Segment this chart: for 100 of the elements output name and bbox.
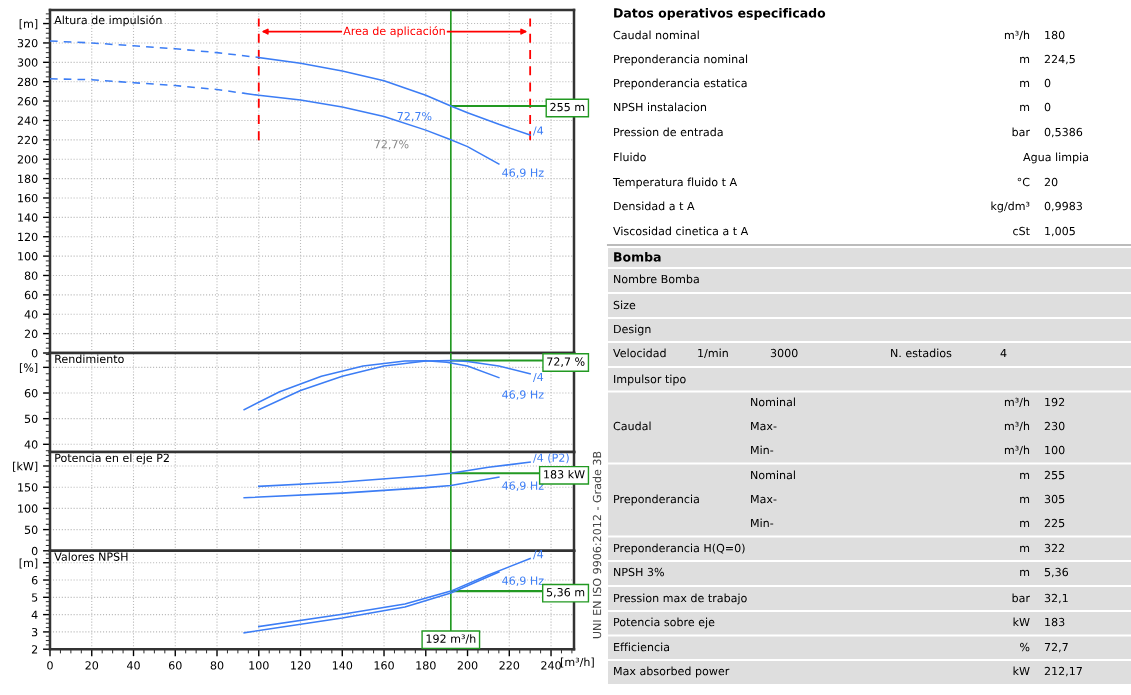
text: m — [1020, 56, 1030, 64]
text: Preponderancia H(Q=0) — [614, 543, 745, 555]
text: Impulsor tipo — [614, 374, 686, 386]
text: m³/h — [1004, 421, 1030, 432]
text: m — [1020, 104, 1030, 112]
y-tick-label: 120 — [18, 232, 38, 242]
text: 183 — [1045, 617, 1065, 627]
text: 32,1 — [1044, 593, 1068, 604]
text: 3000 — [770, 348, 798, 358]
y-tick-label: 100 — [18, 504, 38, 513]
x-tick-label: 60 — [168, 661, 182, 670]
text: m³/h — [1004, 30, 1030, 41]
text: 230 — [1044, 421, 1065, 431]
text: kW — [1013, 666, 1030, 676]
x-tick-label: 160 — [374, 661, 394, 670]
text: 0,9983 — [1044, 201, 1082, 212]
y-tick-label: [kW] — [13, 461, 38, 472]
y-tick-label: 150 — [18, 483, 38, 492]
x-tick-label: 240 — [541, 661, 561, 670]
text: 1/min — [698, 348, 728, 359]
annotation: 72,7% — [374, 140, 409, 150]
ref-line-label: 255 m — [550, 102, 585, 112]
text: Preponderancia estatica — [614, 78, 747, 90]
text: Preponderancia — [614, 494, 699, 506]
text: Viscosidad cinetica a t A — [613, 226, 749, 236]
text: UNI EN ISO 9906:2012 - Grade 3B — [592, 451, 602, 639]
text: 0 — [1044, 102, 1051, 112]
x-tick-label: 140 — [332, 661, 353, 670]
text: 1,005 — [1045, 226, 1075, 237]
text: N. estadios — [891, 348, 952, 358]
text: Pression de entrada — [614, 127, 723, 137]
text: 5,36 — [1044, 567, 1069, 578]
x-tick-label: 100 — [249, 661, 269, 670]
text: 4 — [1000, 348, 1007, 358]
text: m — [1020, 472, 1030, 480]
text: Temperatura fluido t A — [612, 177, 738, 189]
y-tick-label: 50 — [24, 414, 38, 424]
text: 20 — [1044, 177, 1058, 187]
text: cSt — [1013, 226, 1030, 236]
annotation: 72,7% — [397, 111, 432, 122]
ref-line-label: 192 m³/h — [426, 634, 476, 644]
text: Preponderancia nominal — [614, 54, 748, 66]
text: Max- — [751, 421, 777, 431]
series-label: /4 — [532, 550, 544, 560]
text: 192 — [1045, 397, 1065, 407]
text: NPSH instalacion — [614, 102, 707, 112]
text: Max- — [751, 494, 777, 504]
text: Nombre Bomba — [614, 274, 699, 284]
annotation: Area de aplicación — [343, 26, 445, 38]
chart-title: Potencia en el eje P2 — [55, 453, 169, 465]
y-tick-label: 40 — [24, 310, 38, 319]
y-tick-label: 100 — [18, 252, 38, 261]
y-tick-label: 80 — [24, 271, 38, 280]
y-tick-label: 0 — [31, 546, 38, 556]
y-tick-label: 220 — [17, 135, 38, 145]
text: Densidad a t A — [614, 201, 695, 211]
text: 180 — [1045, 30, 1065, 40]
chart-title: Valores NPSH — [54, 552, 128, 561]
y-tick-label: 280 — [17, 77, 38, 87]
y-tick-label: 180 — [18, 174, 38, 183]
text: Efficiencia — [614, 642, 669, 652]
x-tick-label: 220 — [499, 661, 520, 670]
text: Nominal — [751, 470, 795, 480]
y-tick-label: 300 — [17, 58, 38, 67]
text: 225 — [1044, 518, 1065, 528]
x-tick-label: 20 — [85, 661, 99, 670]
text: m³/h — [1004, 445, 1030, 456]
text: Nominal — [751, 397, 795, 407]
text: Potencia sobre eje — [614, 617, 715, 629]
y-tick-label: 60 — [24, 290, 38, 300]
text: 100 — [1045, 445, 1065, 455]
text: Design — [614, 324, 651, 336]
text: m — [1020, 496, 1030, 504]
text: m — [1020, 520, 1030, 528]
y-tick-label: 3 — [31, 627, 38, 637]
y-tick-label: [m] — [19, 558, 38, 569]
text: Min- — [751, 518, 774, 528]
text: 212,17 — [1044, 666, 1082, 677]
text: kW — [1013, 617, 1030, 627]
series-label: 46,9 Hz — [502, 168, 544, 178]
y-tick-label: 60 — [24, 388, 38, 398]
ref-line-label: 72,7 % — [547, 357, 585, 367]
text: Bomba — [614, 251, 661, 262]
y-tick-label: 40 — [24, 440, 38, 449]
text: Max absorbed power — [614, 666, 730, 678]
text: % — [1020, 642, 1030, 652]
text: 224,5 — [1044, 54, 1075, 65]
x-tick-label: 80 — [210, 661, 224, 670]
y-tick-label: 2 — [31, 645, 38, 654]
text: Min- — [751, 445, 774, 455]
x-tick-label: 180 — [416, 661, 436, 670]
x-tick-label: 0 — [47, 661, 53, 670]
text: 305 — [1044, 494, 1065, 504]
y-tick-label: 240 — [17, 116, 38, 125]
text: 322 — [1044, 543, 1065, 553]
ref-line-label: 183 kW — [544, 469, 585, 479]
y-tick-label: 260 — [17, 97, 38, 106]
series-label: 46,9 Hz — [502, 390, 544, 400]
series-label: /4 — [532, 126, 544, 136]
text: Pression max de trabajo — [614, 593, 747, 605]
